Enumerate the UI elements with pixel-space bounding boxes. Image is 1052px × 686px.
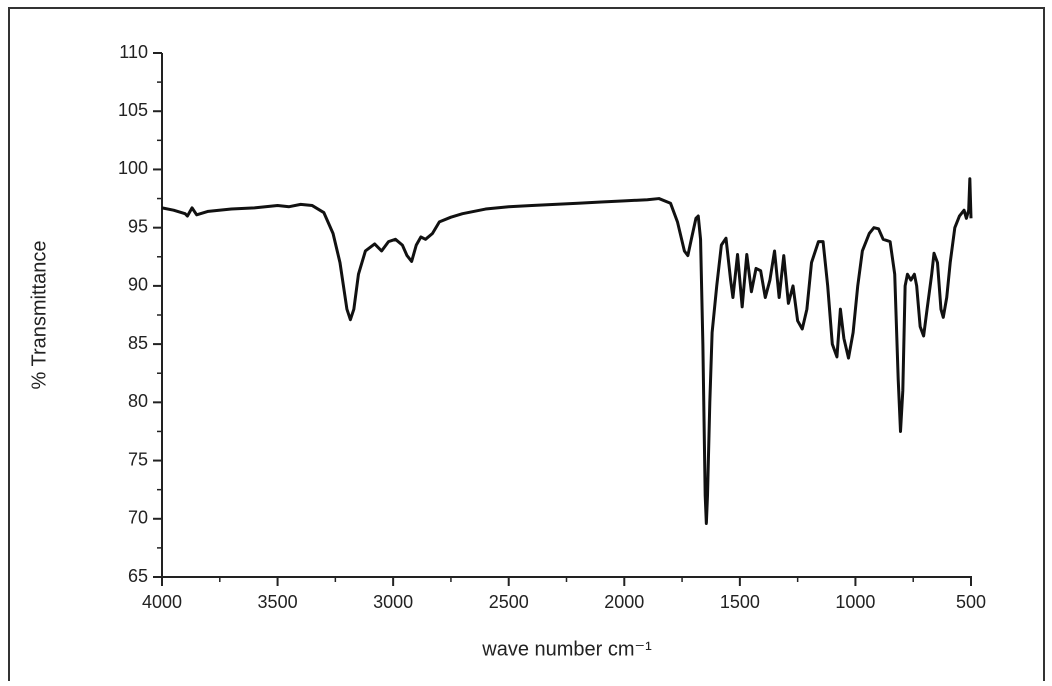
y-tick-label: 95 bbox=[128, 216, 148, 236]
y-tick-label: 70 bbox=[128, 508, 148, 528]
x-tick-label: 4000 bbox=[142, 592, 182, 612]
y-tick-label: 85 bbox=[128, 333, 148, 353]
x-tick-label: 3000 bbox=[373, 592, 413, 612]
x-tick-label: 500 bbox=[956, 592, 986, 612]
x-tick-label: 2000 bbox=[604, 592, 644, 612]
y-tick-label: 65 bbox=[128, 566, 148, 586]
y-tick-label: 90 bbox=[128, 275, 148, 295]
y-tick-label: 100 bbox=[118, 158, 148, 178]
x-tick-label: 3500 bbox=[258, 592, 298, 612]
y-tick-label: 75 bbox=[128, 449, 148, 469]
y-axis-label: % Transmittance bbox=[28, 241, 50, 390]
x-tick-label: 2500 bbox=[489, 592, 529, 612]
y-tick-label: 80 bbox=[128, 391, 148, 411]
y-tick-label: 110 bbox=[119, 42, 148, 62]
y-tick-label: 105 bbox=[118, 100, 148, 120]
x-tick-label: 1500 bbox=[720, 592, 760, 612]
frame bbox=[8, 7, 1045, 686]
x-tick-label: 1000 bbox=[835, 592, 875, 612]
x-axis-label: wave number cm⁻¹ bbox=[481, 638, 652, 660]
spectrum-line bbox=[161, 177, 973, 525]
